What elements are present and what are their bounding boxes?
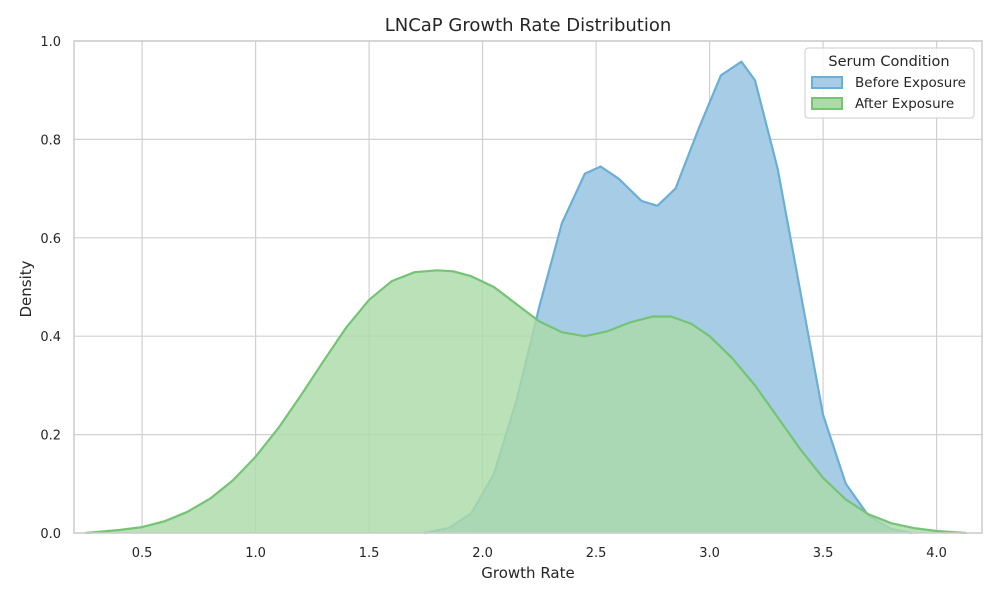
x-tick-label: 4.0 (926, 546, 947, 561)
legend-label-before-exposure: Before Exposure (855, 75, 966, 91)
legend-box (804, 47, 975, 119)
y-tick-labels: 0.0 0.2 0.4 0.6 0.8 1.0 (40, 35, 61, 542)
legend-swatch-after-exposure (811, 97, 843, 110)
x-axis-label: Growth Rate (481, 564, 574, 582)
density-line-after-exposure (85, 269, 967, 535)
legend-swatch-before-exposure (811, 76, 843, 89)
y-tick-label: 0.6 (40, 232, 61, 247)
chart-title: LNCaP Growth Rate Distribution (385, 15, 672, 36)
plot-frame (73, 40, 983, 534)
legend: Serum Condition Before Exposure After Ex… (804, 47, 975, 119)
x-tick-label: 1.5 (359, 546, 380, 561)
y-tick-label: 0.4 (40, 330, 61, 345)
y-tick-label: 0.2 (40, 429, 61, 444)
x-tick-label: 3.0 (699, 546, 720, 561)
density-area-after-exposure (85, 270, 967, 533)
x-tick-label: 0.5 (132, 546, 153, 561)
y-tick-label: 0.0 (40, 527, 61, 542)
series-layer (85, 60, 967, 535)
x-tick-label: 2.5 (586, 546, 607, 561)
x-tick-label: 1.0 (245, 546, 266, 561)
y-tick-label: 0.8 (40, 133, 61, 148)
x-tick-label: 3.5 (813, 546, 834, 561)
y-tick-label: 1.0 (40, 35, 61, 50)
x-tick-labels: 0.5 1.0 1.5 2.0 2.5 3.0 3.5 4.0 (132, 546, 947, 561)
x-tick-label: 2.0 (472, 546, 493, 561)
legend-title: Serum Condition (828, 54, 949, 70)
y-axis-label: Density (17, 260, 35, 317)
legend-label-after-exposure: After Exposure (855, 96, 954, 112)
